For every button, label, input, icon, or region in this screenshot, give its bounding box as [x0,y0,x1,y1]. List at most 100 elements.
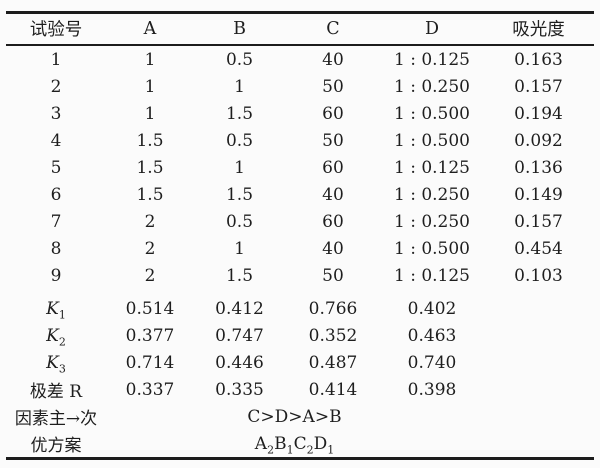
value-cell: 40 [322,238,344,259]
orthogonal-experiment-table: 试验号 A B C D 吸光度 1 1 0.5 40 1 : 0.125 0.163 2 1 1 50 1 :… [6,11,594,460]
experiment-row: 8 2 1 40 1 : 0.500 0.454 [6,235,594,262]
k-value-cell: 0.352 [308,325,358,346]
run-number-cell: 1 [50,49,62,70]
empty-cell [483,322,594,349]
k-value-cell: 0.487 [308,352,358,373]
k-label-cell: K3 [6,349,106,376]
value-cell: 1.5 [136,130,164,151]
optimal-factor-letter: B [274,433,287,454]
value-cell: 1 : 0.500 [393,103,471,124]
k-value-cell: 0.463 [407,325,457,346]
experiment-row: 4 1.5 0.5 50 1 : 0.500 0.092 [6,127,594,154]
experiment-row: 9 2 1.5 50 1 : 0.125 0.103 [6,262,594,289]
factor-order-value-cell: C>D>A>B [247,406,342,427]
column-header-2: B [194,12,285,46]
empty-cell [483,430,594,459]
k-label-subscript: 3 [58,361,66,375]
value-cell: 1 : 0.500 [393,238,471,259]
optimal-factor-level-subscript: 1 [286,442,294,456]
header-row: 试验号 A B C D 吸光度 [6,12,594,46]
k-value-cell: 0.747 [215,325,264,346]
experiment-row: 3 1 1.5 60 1 : 0.500 0.194 [6,100,594,127]
table-header: 试验号 A B C D 吸光度 [6,12,594,46]
value-cell: 1 : 0.125 [393,265,471,286]
column-header-5: 吸光度 [483,12,594,46]
optimal-factor-level-subscript: 2 [267,442,275,456]
k-value-cell: 0.514 [125,298,175,319]
column-header-3: C [285,12,381,46]
value-cell: 1 [234,76,245,97]
value-cell: 1 : 0.250 [393,211,471,232]
value-cell: 1.5 [136,184,164,205]
k-label-base: K [46,298,59,319]
factor-order-label-cell: 因素主→次 [14,409,98,429]
optimal-scheme-row: 优方案 A2B1C2D1 [6,430,594,459]
value-cell: 0.136 [514,157,563,178]
value-cell: 0.454 [514,238,563,259]
optimal-factor-level-subscript: 1 [327,442,335,456]
k-value-cell: 0.446 [215,352,264,373]
value-cell: 1 : 0.250 [393,76,471,97]
k-label-cell: K2 [6,322,106,349]
value-cell: 1.5 [136,157,164,178]
range-value-cell: 0.337 [125,379,175,400]
value-cell: 60 [322,157,344,178]
k-value-cell: 0.714 [125,352,175,373]
value-cell: 1 [144,103,156,124]
k-mean-row: K1 0.514 0.412 0.766 0.402 [6,289,594,322]
k-value-cell: 0.766 [308,298,358,319]
range-value-cell: 0.414 [308,379,358,400]
run-number-cell: 3 [50,103,62,124]
run-number-cell: 8 [50,238,62,259]
column-header-0: 试验号 [6,12,106,46]
k-value-cell: 0.740 [407,352,457,373]
value-cell: 1 [234,157,245,178]
value-cell: 0.157 [514,211,563,232]
value-cell: 1 : 0.125 [393,157,471,178]
value-cell: 40 [322,49,344,70]
value-cell: 40 [322,184,344,205]
value-cell: 0.092 [514,130,563,151]
value-cell: 0.194 [514,103,563,124]
range-label-cell: 极差 R [29,382,83,402]
value-cell: 1 : 0.500 [393,130,471,151]
k-label-base: K [46,325,59,346]
value-cell: 60 [322,211,344,232]
value-cell: 0.103 [514,265,563,286]
optimal-scheme-value-cell: A2B1C2D1 [106,430,483,459]
value-cell: 2 [144,265,156,286]
optimal-factor-letter: A [254,433,268,454]
k-mean-row: K2 0.377 0.747 0.352 0.463 [6,322,594,349]
value-cell: 1 [144,76,156,97]
value-cell: 1 : 0.125 [393,49,471,70]
value-cell: 1.5 [225,103,254,124]
column-header-4: D [381,12,483,46]
empty-cell [483,349,594,376]
value-cell: 0.149 [514,184,563,205]
value-cell: 60 [322,103,344,124]
empty-cell [483,376,594,403]
value-cell: 0.5 [225,211,254,232]
factor-order-row: 因素主→次 C>D>A>B [6,403,594,430]
run-number-cell: 5 [50,157,62,178]
experiment-row: 6 1.5 1.5 40 1 : 0.250 0.149 [6,181,594,208]
value-cell: 0.163 [514,49,563,70]
value-cell: 1 [144,49,156,70]
value-cell: 50 [322,130,344,151]
value-cell: 2 [144,211,156,232]
experiment-row: 1 1 0.5 40 1 : 0.125 0.163 [6,45,594,73]
range-value-cell: 0.398 [407,379,457,400]
value-cell: 1 : 0.250 [393,184,471,205]
k-label-subscript: 2 [58,334,66,348]
range-value-cell: 0.335 [215,379,264,400]
optimal-factor-level-subscript: 2 [306,442,314,456]
run-number-cell: 2 [50,76,62,97]
value-cell: 0.5 [225,49,254,70]
run-number-cell: 4 [50,130,62,151]
optimal-factor-letter: C [293,433,307,454]
column-header-1: A [106,12,194,46]
experiment-row: 7 2 0.5 60 1 : 0.250 0.157 [6,208,594,235]
range-row: 极差 R 0.337 0.335 0.414 0.398 [6,376,594,403]
k-mean-row: K3 0.714 0.446 0.487 0.740 [6,349,594,376]
empty-cell [483,403,594,430]
